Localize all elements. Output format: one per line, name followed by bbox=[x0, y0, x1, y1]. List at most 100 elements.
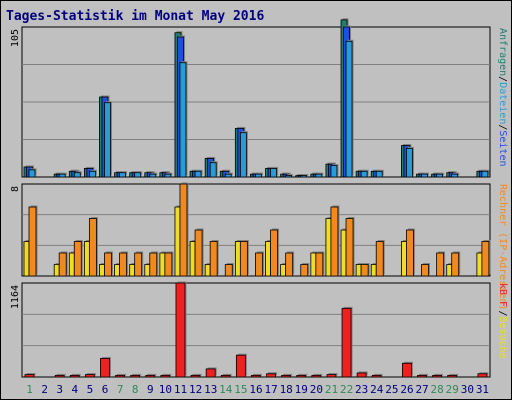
panel-3: 1164 kB F bbox=[10, 281, 508, 378]
bar-seiten-day-1 bbox=[28, 169, 36, 178]
bar-seiten-day-19 bbox=[300, 175, 308, 178]
bar-besuche-day-9 bbox=[144, 264, 151, 277]
bar-besuche-day-24 bbox=[370, 264, 377, 277]
bar-kbytes-day-19 bbox=[296, 374, 307, 378]
day-label-17: 17 bbox=[264, 383, 277, 396]
bar-kbytes-day-27-shadow bbox=[419, 373, 429, 376]
day-label-23: 23 bbox=[355, 383, 368, 396]
bar-rechner-day-29 bbox=[451, 252, 460, 277]
bar-rechner-day-4 bbox=[73, 241, 82, 277]
bar-seiten-day-20 bbox=[315, 173, 323, 178]
bar-besuche-day-23 bbox=[355, 264, 362, 277]
bar-rechner-day-27 bbox=[421, 264, 429, 277]
bar-besuche-day-29 bbox=[446, 264, 453, 277]
bar-kbytes-day-7-shadow bbox=[117, 373, 127, 376]
bar-rechner-day-11 bbox=[179, 183, 188, 277]
day-label-27: 27 bbox=[415, 383, 428, 396]
bar-kbytes-day-20 bbox=[311, 374, 322, 378]
bar-besuche-day-13 bbox=[204, 264, 211, 277]
bar-besuche-day-1 bbox=[23, 241, 30, 277]
day-label-10: 10 bbox=[159, 383, 172, 396]
bar-rechner-day-9 bbox=[149, 252, 158, 277]
bar-kbytes-day-28-shadow bbox=[434, 373, 444, 376]
legend-entry: Besuche bbox=[497, 316, 508, 358]
bar-besuche-day-11 bbox=[174, 206, 181, 277]
bar-rechner-day-24 bbox=[375, 241, 384, 277]
bar-kbytes-day-14-shadow bbox=[222, 373, 232, 376]
day-label-26: 26 bbox=[400, 383, 413, 396]
bar-kbytes-day-18-shadow bbox=[283, 373, 293, 376]
bar-kbytes-day-22 bbox=[341, 307, 352, 378]
chart-title: Tages-Statistik im Monat May 2016 bbox=[6, 9, 264, 24]
bar-kbytes-day-10 bbox=[160, 374, 171, 378]
day-label-7: 7 bbox=[117, 383, 124, 396]
day-label-22: 22 bbox=[340, 383, 353, 396]
bar-seiten-day-4 bbox=[73, 172, 81, 178]
bar-rechner-day-18 bbox=[285, 252, 294, 277]
bar-kbytes-day-15 bbox=[235, 354, 246, 378]
panel-plot-area bbox=[21, 282, 491, 378]
day-label-24: 24 bbox=[370, 383, 384, 396]
day-label-16: 16 bbox=[249, 383, 262, 396]
bar-besuche-day-21 bbox=[325, 218, 332, 277]
bar-rechner-day-5 bbox=[88, 218, 97, 277]
bar-seiten-day-23 bbox=[360, 170, 368, 178]
bar-rechner-day-15 bbox=[239, 241, 248, 277]
bar-kbytes-day-23 bbox=[356, 372, 367, 378]
legend-separator: / bbox=[497, 76, 508, 82]
day-label-9: 9 bbox=[147, 383, 154, 396]
bar-rechner-day-23 bbox=[360, 264, 369, 277]
bar-kbytes-day-13 bbox=[205, 368, 216, 378]
bar-seiten-day-12 bbox=[194, 170, 202, 178]
bar-seiten-day-7 bbox=[119, 172, 126, 178]
bar-rechner-day-3 bbox=[58, 252, 67, 277]
bar-seiten-day-29 bbox=[451, 173, 459, 178]
bar-rechner-day-10 bbox=[164, 252, 173, 277]
bar-seiten-day-24 bbox=[375, 170, 383, 178]
bar-kbytes-day-14 bbox=[220, 374, 231, 378]
legend-separator: / bbox=[497, 124, 508, 130]
bar-kbytes-day-9 bbox=[145, 374, 156, 378]
panel-legend: Anfragen/Dateien/Seiten bbox=[497, 28, 508, 167]
bar-besuche-day-17 bbox=[265, 241, 271, 277]
bar-besuche-day-12 bbox=[189, 241, 196, 277]
bar-besuche-day-5 bbox=[83, 241, 90, 277]
bar-besuche-day-6 bbox=[99, 264, 105, 277]
bar-kbytes-day-3-shadow bbox=[56, 373, 66, 376]
y-max-label: 105 bbox=[10, 29, 21, 47]
bar-kbytes-day-7 bbox=[115, 374, 125, 378]
day-label-13: 13 bbox=[204, 383, 217, 396]
bar-rechner-day-20 bbox=[315, 252, 324, 277]
day-label-15: 15 bbox=[234, 383, 247, 396]
bar-seiten-day-21 bbox=[330, 165, 338, 178]
bar-seiten-day-19-shadow bbox=[302, 174, 309, 176]
bar-seiten-day-18-shadow bbox=[287, 174, 294, 176]
bar-rechner-day-31 bbox=[481, 241, 490, 277]
panel-2: 8 Rechner (IP-Adressen)/Besuche bbox=[10, 182, 508, 359]
panel-1: 105 Anfragen/Dateien/Seiten bbox=[10, 18, 508, 178]
bar-besuche-day-22 bbox=[340, 229, 347, 277]
bar-besuche-day-4 bbox=[68, 252, 75, 277]
bar-seiten-day-11 bbox=[179, 62, 187, 178]
bar-kbytes-day-16 bbox=[251, 374, 261, 378]
bar-seiten-day-5 bbox=[88, 170, 96, 178]
day-label-2: 2 bbox=[41, 383, 48, 396]
legend-entry: kB F bbox=[497, 283, 508, 307]
bar-kbytes-day-4-shadow bbox=[71, 373, 81, 376]
bar-besuche-day-7 bbox=[114, 264, 120, 277]
bar-kbytes-day-1 bbox=[24, 374, 35, 378]
bar-rechner-day-7 bbox=[119, 252, 127, 277]
bar-rechner-day-21 bbox=[330, 206, 339, 277]
bar-kbytes-day-16-shadow bbox=[252, 373, 262, 376]
legend-entry: Seiten bbox=[497, 130, 508, 166]
day-label-8: 8 bbox=[132, 383, 139, 396]
bar-rechner-day-16 bbox=[255, 252, 263, 277]
day-label-18: 18 bbox=[280, 383, 293, 396]
bar-kbytes-day-6 bbox=[100, 358, 110, 378]
bar-kbytes-day-29-shadow bbox=[449, 373, 459, 376]
day-label-19: 19 bbox=[295, 383, 308, 396]
legend-entry: Anfragen bbox=[497, 28, 508, 76]
bar-kbytes-day-9-shadow bbox=[147, 373, 157, 376]
bar-kbytes-day-31 bbox=[477, 373, 488, 378]
bar-rechner-day-22 bbox=[345, 218, 354, 277]
